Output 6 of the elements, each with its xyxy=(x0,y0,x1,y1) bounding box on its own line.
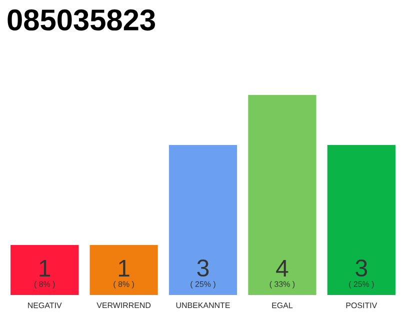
chart-title: 085035823 xyxy=(8,9,156,31)
data-label: 3 xyxy=(356,260,368,276)
data-label: 1 xyxy=(118,260,130,276)
data-label: 3 xyxy=(197,260,209,276)
data-label: 1 xyxy=(40,260,50,276)
data-label: 4 xyxy=(276,260,288,276)
